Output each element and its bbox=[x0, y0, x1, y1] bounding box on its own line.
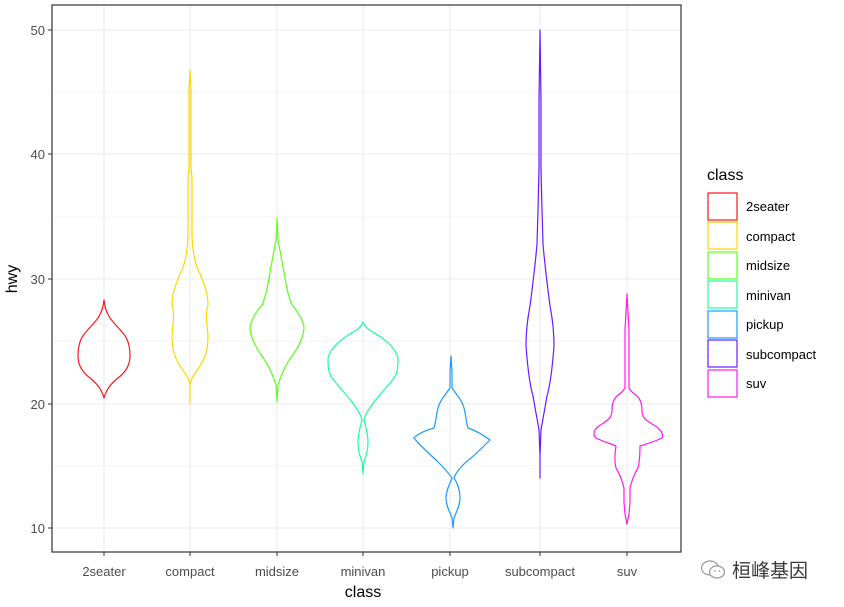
legend-key bbox=[707, 192, 738, 221]
legend-item-compact: compact bbox=[707, 221, 796, 250]
x-tick-label: minivan bbox=[341, 564, 386, 579]
legend-item-subcompact: subcompact bbox=[707, 339, 816, 368]
x-tick-label: suv bbox=[617, 564, 638, 579]
legend-item-pickup: pickup bbox=[707, 310, 784, 339]
legend-key bbox=[707, 251, 738, 280]
y-tick-label: 40 bbox=[31, 147, 45, 162]
x-tick-label: subcompact bbox=[505, 564, 575, 579]
legend-item-midsize: midsize bbox=[707, 251, 790, 280]
violin-pickup bbox=[413, 355, 491, 529]
wechat-icon bbox=[700, 559, 726, 579]
x-tick-label: 2seater bbox=[82, 564, 126, 579]
legend-label: subcompact bbox=[746, 347, 816, 362]
legend-key bbox=[707, 280, 738, 309]
legend-label: minivan bbox=[746, 288, 791, 303]
legend-title: class bbox=[707, 167, 743, 184]
violin-subcompact bbox=[525, 29, 555, 479]
violin-compact bbox=[171, 69, 209, 404]
watermark: 桓峰基因 bbox=[700, 556, 808, 583]
legend-item-minivan: minivan bbox=[707, 280, 791, 309]
legend-item-2seater: 2seater bbox=[707, 192, 790, 221]
y-tick-label: 50 bbox=[31, 23, 45, 38]
y-axis: 50 40 30 20 10 hwy bbox=[4, 23, 52, 536]
legend-key bbox=[707, 369, 738, 398]
legend-label: 2seater bbox=[746, 199, 790, 214]
legend: class 2seater compact midsize minivan pi… bbox=[707, 167, 816, 398]
legend-key bbox=[707, 221, 738, 250]
legend-key bbox=[707, 310, 738, 339]
legend-label: pickup bbox=[746, 317, 784, 332]
legend-item-suv: suv bbox=[707, 369, 767, 398]
legend-label: midsize bbox=[746, 258, 790, 273]
legend-label: compact bbox=[746, 229, 796, 244]
violin-2seater bbox=[77, 299, 131, 399]
x-axis: 2seater compact midsize minivan pickup s… bbox=[82, 552, 638, 601]
legend-label: suv bbox=[746, 376, 767, 391]
x-tick-label: midsize bbox=[255, 564, 299, 579]
legend-key bbox=[707, 339, 738, 368]
x-axis-title: class bbox=[345, 584, 381, 601]
violin-suv bbox=[593, 293, 664, 525]
grid-lines bbox=[52, 5, 681, 552]
x-tick-label: pickup bbox=[431, 564, 469, 579]
violin-minivan bbox=[327, 321, 399, 475]
watermark-text: 桓峰基因 bbox=[732, 560, 809, 582]
y-tick-label: 30 bbox=[31, 272, 45, 287]
violin-midsize bbox=[249, 217, 305, 403]
y-tick-label: 20 bbox=[31, 397, 45, 412]
x-tick-label: compact bbox=[165, 564, 215, 579]
y-tick-label: 10 bbox=[31, 521, 45, 536]
y-axis-title: hwy bbox=[4, 265, 21, 293]
